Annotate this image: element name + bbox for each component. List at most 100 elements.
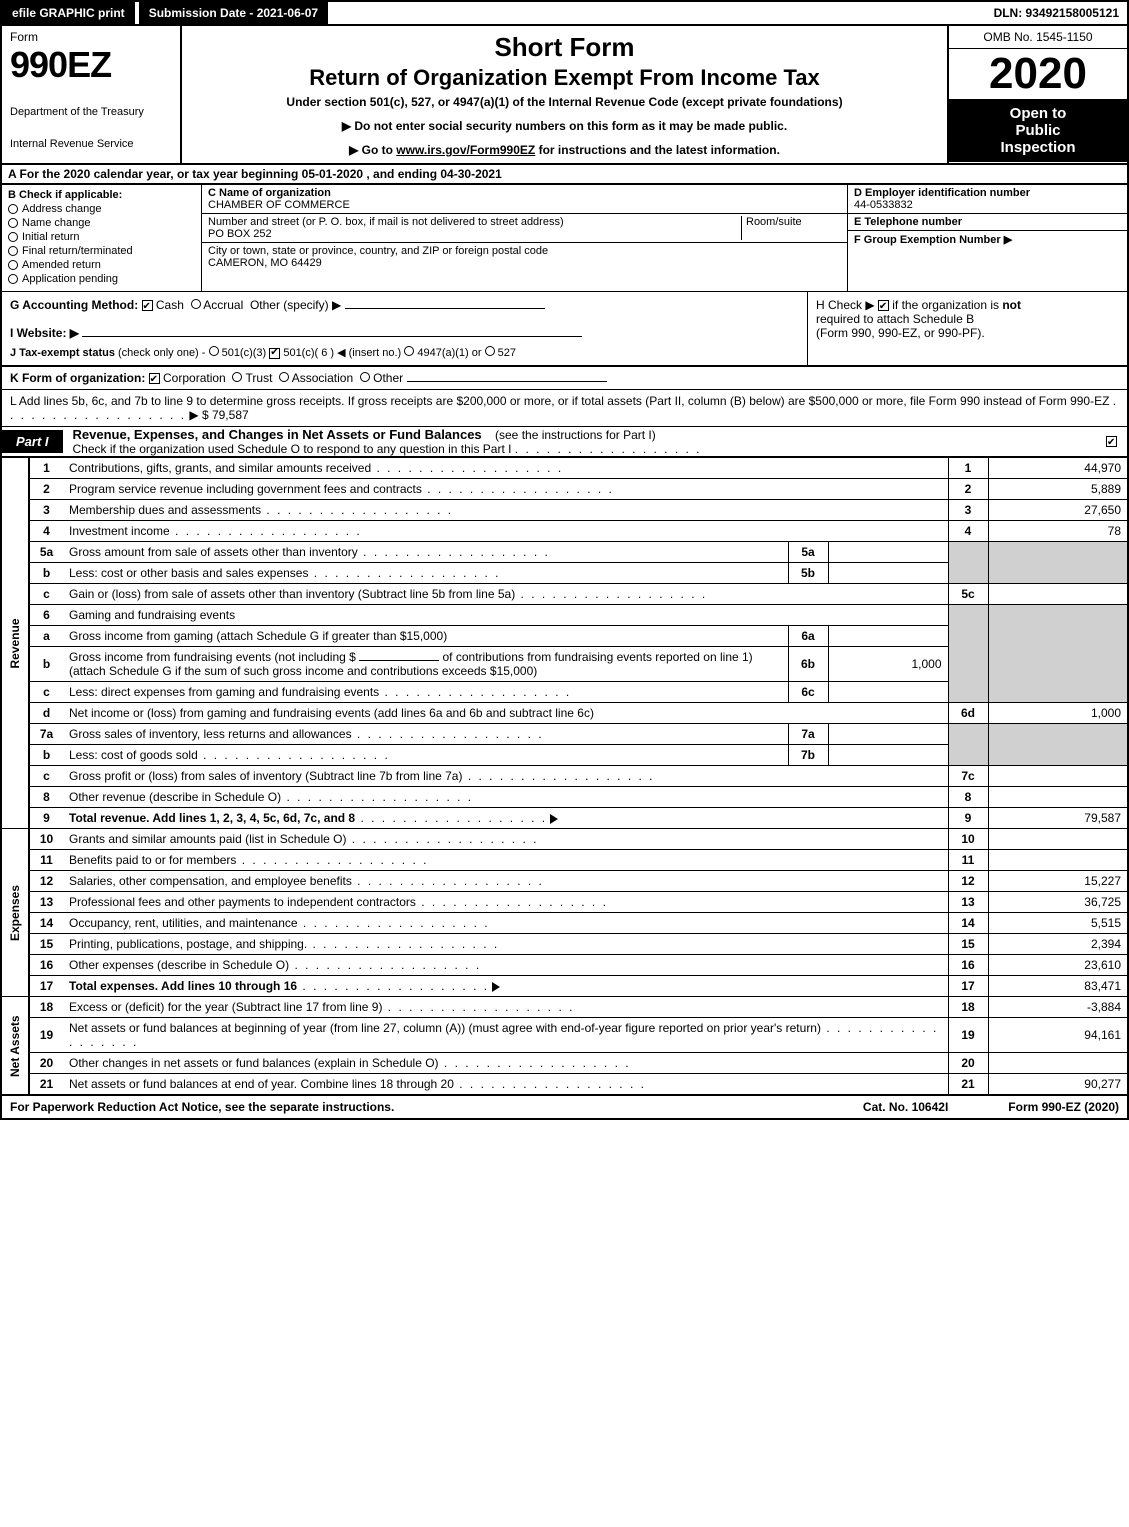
chk-4947[interactable] — [404, 346, 414, 356]
lbl-other-method: Other (specify) ▶ — [250, 298, 341, 312]
chk-app-pending[interactable] — [8, 274, 18, 284]
chk-trust[interactable] — [232, 372, 242, 382]
val-16: 23,610 — [988, 955, 1128, 976]
chk-final-return[interactable] — [8, 246, 18, 256]
part1-dots — [515, 442, 702, 456]
note-link-post: for instructions and the latest informat… — [535, 143, 780, 157]
ln-16: 16 — [29, 955, 63, 976]
subno-7b: 7b — [788, 745, 828, 766]
no-4: 4 — [948, 521, 988, 542]
chk-assoc[interactable] — [279, 372, 289, 382]
desc-10: Grants and similar amounts paid (list in… — [69, 832, 346, 846]
chk-address-change[interactable] — [8, 204, 18, 214]
lbl-app-pending: Application pending — [22, 273, 118, 285]
desc-5c: Gain or (loss) from sale of assets other… — [69, 587, 515, 601]
val-11 — [988, 850, 1128, 871]
row-l: L Add lines 5b, 6c, and 7b to line 9 to … — [0, 390, 1129, 426]
val-5c — [988, 584, 1128, 605]
no-5c: 5c — [948, 584, 988, 605]
subno-5a: 5a — [788, 542, 828, 563]
header-left: Form 990EZ Department of the Treasury In… — [2, 26, 182, 163]
lbl-accrual: Accrual — [203, 298, 243, 312]
ln-6d: d — [29, 703, 63, 724]
ln-3: 3 — [29, 500, 63, 521]
website-line — [82, 336, 582, 337]
subval-6a — [828, 626, 948, 647]
header-right: OMB No. 1545-1150 2020 Open to Public In… — [947, 26, 1127, 163]
footer-cat: Cat. No. 10642I — [863, 1100, 948, 1114]
ln-15: 15 — [29, 934, 63, 955]
h-txt1: if the organization is — [892, 298, 1002, 312]
vlabel-expenses: Expenses — [1, 829, 29, 997]
page-footer: For Paperwork Reduction Act Notice, see … — [0, 1095, 1129, 1120]
col-c-org-info: C Name of organization CHAMBER OF COMMER… — [202, 185, 847, 291]
no-21: 21 — [948, 1074, 988, 1095]
desc-18: Excess or (deficit) for the year (Subtra… — [69, 1000, 382, 1014]
ln-7a: 7a — [29, 724, 63, 745]
subval-7a — [828, 724, 948, 745]
val-17: 83,471 — [988, 976, 1128, 997]
arrow-icon-17 — [492, 982, 500, 992]
f-group-label: F Group Exemption Number ▶ — [854, 233, 1121, 246]
desc-15: Printing, publications, postage, and shi… — [69, 937, 307, 951]
chk-501c3[interactable] — [209, 346, 219, 356]
desc-7c: Gross profit or (loss) from sales of inv… — [69, 769, 462, 783]
ln-19: 19 — [29, 1018, 63, 1053]
chk-amended[interactable] — [8, 260, 18, 270]
lbl-initial-return: Initial return — [22, 231, 79, 243]
inspect-line3: Inspection — [953, 139, 1123, 156]
no-1: 1 — [948, 458, 988, 479]
desc-16: Other expenses (describe in Schedule O) — [69, 958, 289, 972]
subno-6a: 6a — [788, 626, 828, 647]
ln-18: 18 — [29, 997, 63, 1018]
c-name-label: C Name of organization — [208, 187, 841, 199]
ln-11: 11 — [29, 850, 63, 871]
j-label: J Tax-exempt status — [10, 347, 115, 359]
footer-left: For Paperwork Reduction Act Notice, see … — [10, 1100, 394, 1114]
chk-501c[interactable] — [269, 348, 280, 359]
chk-corp[interactable] — [149, 373, 160, 384]
desc-4: Investment income — [69, 524, 170, 538]
ln-5b: b — [29, 563, 63, 584]
section-bcdef: B Check if applicable: Address change Na… — [0, 185, 1129, 291]
submission-date-button[interactable]: Submission Date - 2021-06-07 — [139, 2, 328, 24]
no-15: 15 — [948, 934, 988, 955]
no-6d: 6d — [948, 703, 988, 724]
ln-1: 1 — [29, 458, 63, 479]
desc-3: Membership dues and assessments — [69, 503, 261, 517]
no-17: 17 — [948, 976, 988, 997]
h-txt3: (Form 990, 990-EZ, or 990-PF). — [816, 326, 985, 340]
chk-schedule-o[interactable] — [1106, 436, 1117, 447]
i-website-label: I Website: ▶ — [10, 326, 79, 340]
no-13: 13 — [948, 892, 988, 913]
efile-print-button[interactable]: efile GRAPHIC print — [2, 2, 135, 24]
irs-link[interactable]: www.irs.gov/Form990EZ — [396, 143, 535, 157]
val-19: 94,161 — [988, 1018, 1128, 1053]
subtitle: Under section 501(c), 527, or 4947(a)(1)… — [192, 95, 937, 109]
l-text: L Add lines 5b, 6c, and 7b to line 9 to … — [10, 394, 1109, 408]
ln-6c: c — [29, 682, 63, 703]
desc-11: Benefits paid to or for members — [69, 853, 236, 867]
no-11: 11 — [948, 850, 988, 871]
dept-irs: Internal Revenue Service — [10, 138, 172, 150]
no-18: 18 — [948, 997, 988, 1018]
lbl-assoc: Association — [292, 371, 353, 385]
desc-9: Total revenue. Add lines 1, 2, 3, 4, 5c,… — [69, 811, 355, 825]
form-header: Form 990EZ Department of the Treasury In… — [0, 26, 1129, 165]
lbl-trust: Trust — [246, 371, 273, 385]
val-1: 44,970 — [988, 458, 1128, 479]
chk-schedule-b[interactable] — [878, 300, 889, 311]
chk-other-org[interactable] — [360, 372, 370, 382]
ln-8: 8 — [29, 787, 63, 808]
chk-initial-return[interactable] — [8, 232, 18, 242]
part1-title: Revenue, Expenses, and Changes in Net As… — [63, 427, 482, 442]
chk-accrual[interactable] — [191, 299, 201, 309]
arrow-icon — [550, 814, 558, 824]
desc-6c: Less: direct expenses from gaming and fu… — [69, 685, 379, 699]
chk-527[interactable] — [485, 346, 495, 356]
open-to-public: Open to Public Inspection — [949, 99, 1127, 162]
chk-cash[interactable] — [142, 300, 153, 311]
val-10 — [988, 829, 1128, 850]
chk-name-change[interactable] — [8, 218, 18, 228]
ln-13: 13 — [29, 892, 63, 913]
